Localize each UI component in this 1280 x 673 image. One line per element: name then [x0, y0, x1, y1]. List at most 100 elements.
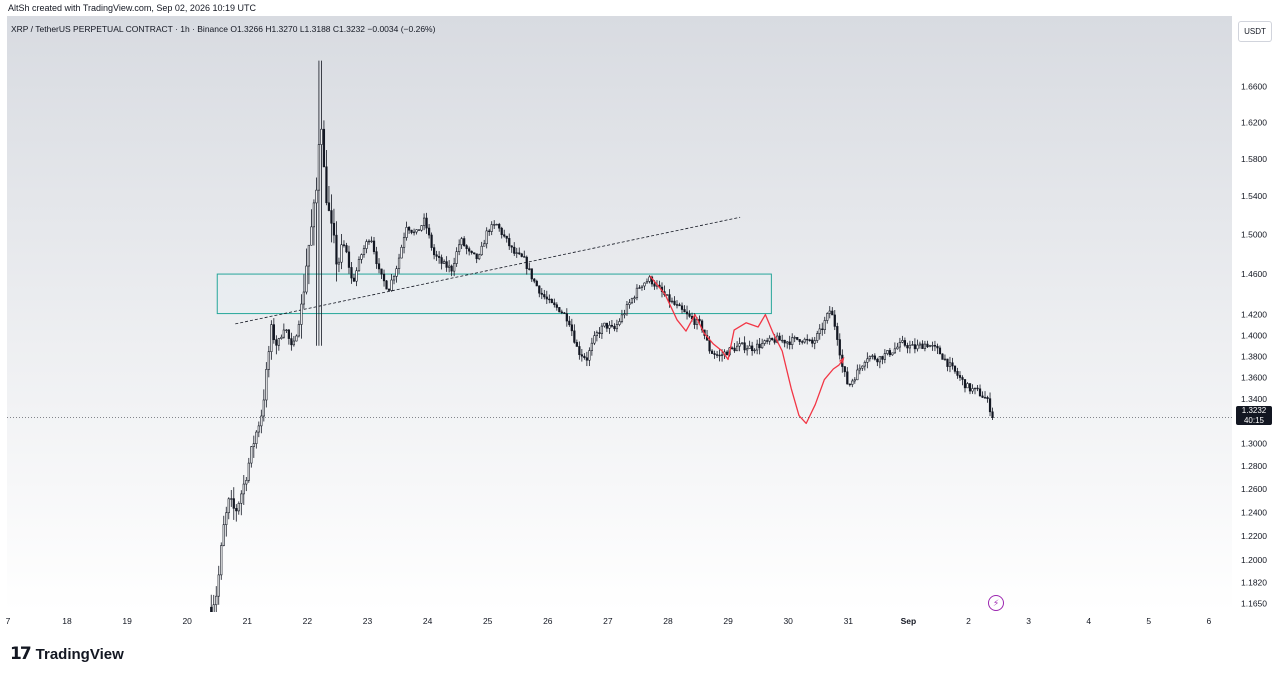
candle-body-257	[853, 379, 856, 382]
candle-body-309	[983, 397, 987, 399]
price-tick-6: 1.4200	[1241, 310, 1267, 320]
candle-body-0	[210, 606, 213, 612]
candle-body-26	[275, 339, 278, 346]
time-tick-1: 18	[62, 616, 72, 626]
price-tick-13: 1.2600	[1241, 484, 1267, 494]
chart-canvas[interactable]	[7, 16, 1232, 612]
price-axis[interactable]: 1.6600 1.6200 1.5800 1.5400 1.5000 1.4600 1.42…	[1232, 16, 1280, 626]
candle-body-131	[538, 285, 541, 294]
candle-body-256	[851, 380, 854, 385]
candle-body-184	[670, 300, 674, 303]
price-axis-labels: 1.6600 1.6200 1.5800 1.5400 1.5000 1.4600 1.42…	[1241, 82, 1267, 609]
candle-body-266	[876, 358, 879, 363]
candle-body-286	[926, 343, 929, 348]
candle-body-17	[252, 443, 255, 447]
candle-body-101	[463, 238, 466, 246]
candle-body-38	[305, 265, 308, 293]
candle-body-82	[415, 229, 418, 233]
candle-body-123	[518, 252, 521, 255]
candle-body-12	[240, 493, 243, 504]
candle-body-49	[332, 222, 336, 236]
candle-body-121	[513, 246, 516, 254]
candle-body-306	[976, 387, 979, 390]
candle-body-81	[412, 231, 416, 234]
candle-body-140	[560, 311, 563, 314]
candle-body-145	[573, 330, 576, 343]
price-tick-3: 1.5400	[1241, 191, 1267, 201]
candle-body-5	[222, 524, 225, 546]
candle-body-103	[468, 248, 471, 252]
candle-body-21	[262, 399, 265, 417]
price-tick-15: 1.2200	[1241, 531, 1267, 541]
lightning-bolt-icon[interactable]: ⚡	[988, 595, 1004, 611]
price-tick-10: 1.3400	[1241, 394, 1267, 404]
candle-body-100	[460, 238, 463, 246]
candle-body-109	[483, 243, 486, 247]
candle-body-239	[808, 339, 811, 341]
candle-body-15	[247, 462, 250, 481]
candle-body-63	[367, 240, 371, 243]
candle-body-203	[718, 354, 721, 357]
candle-body-222	[766, 340, 769, 342]
candle-body-51	[337, 261, 341, 265]
candle-body-287	[928, 345, 932, 348]
time-axis[interactable]: 7 18 19 20 21 22 23 24 25 26 27 28 29 30 31 Sep 2 3 4 5 6	[0, 612, 1232, 628]
candle-body-238	[806, 338, 809, 341]
projection-arrowhead	[839, 356, 845, 364]
candle-body-277	[903, 340, 907, 346]
candle-body-214	[746, 348, 749, 351]
symbol-legend: XRP / TetherUS PERPETUAL CONTRACT · 1h ·…	[11, 24, 436, 34]
candle-body-130	[535, 280, 538, 287]
candle-body-280	[911, 344, 914, 346]
candle-body-160	[610, 324, 614, 327]
candle-body-159	[608, 324, 611, 329]
candle-body-22	[265, 369, 268, 401]
price-tick-4: 1.5000	[1241, 230, 1267, 240]
time-tick-10: 27	[603, 616, 613, 626]
candle-body-11	[237, 503, 240, 512]
candle-body-169	[633, 297, 636, 300]
currency-button[interactable]: USDT	[1238, 21, 1272, 42]
candle-body-62	[365, 241, 368, 249]
candle-body-2	[215, 595, 218, 606]
candle-body-23	[267, 351, 270, 370]
candle-body-185	[673, 300, 676, 305]
candle-body-106	[475, 253, 478, 260]
time-tick-19: 5	[1146, 616, 1151, 626]
candle-body-272	[891, 352, 894, 356]
candle-body-295	[948, 362, 952, 367]
candle-body-219	[758, 343, 761, 349]
candle-body-107	[478, 254, 481, 260]
candle-body-66	[375, 251, 378, 265]
candle-body-151	[588, 350, 591, 361]
candle-body-83	[417, 229, 421, 231]
candle-body-243	[818, 328, 821, 334]
candle-body-78	[405, 226, 408, 238]
candle-body-98	[455, 251, 458, 264]
candle-body-267	[878, 356, 881, 363]
candle-body-134	[545, 296, 548, 300]
candle-body-229	[783, 339, 786, 344]
price-tick-0: 1.6600	[1241, 82, 1267, 92]
candle-body-264	[871, 355, 874, 357]
candle-body-147	[578, 346, 581, 355]
candle-body-288	[931, 345, 934, 347]
candle-body-290	[936, 345, 939, 349]
time-tick-17: 3	[1026, 616, 1031, 626]
candle-body-163	[618, 321, 621, 325]
tradingview-logo[interactable]: 17 TradingView	[10, 644, 124, 664]
time-axis-labels: 7 18 19 20 21 22 23 24 25 26 27 28 29 30 31 Sep 2 3 4 5 6	[6, 616, 1212, 626]
candle-body-104	[470, 250, 473, 254]
price-chart[interactable]	[7, 16, 1232, 612]
candle-body-9	[232, 498, 235, 509]
candle-body-311	[988, 398, 992, 413]
candle-body-85	[422, 217, 426, 226]
time-tick-12: 29	[723, 616, 733, 626]
candle-body-50	[335, 234, 338, 265]
candle-body-212	[741, 342, 744, 344]
candle-body-108	[480, 245, 483, 256]
brand-name: TradingView	[35, 645, 124, 663]
candle-body-57	[352, 277, 356, 282]
candle-body-148	[580, 354, 583, 357]
candle-body-75	[397, 257, 401, 269]
